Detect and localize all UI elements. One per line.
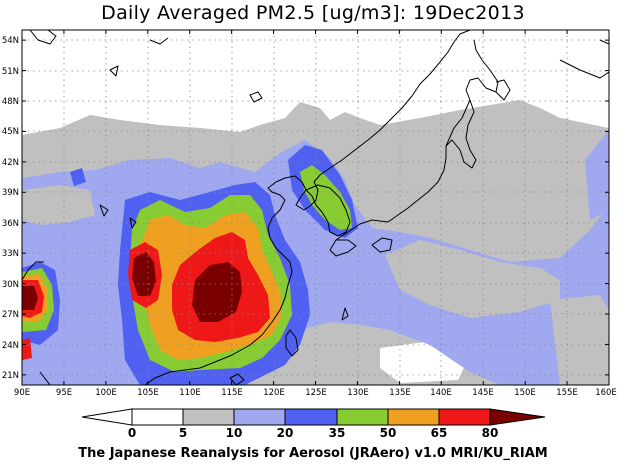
lon-tick-label: 110E [179,388,201,398]
colorbar-swatch [182,408,235,426]
lon-tick-label: 155E [556,388,578,398]
colorbar-label: 80 [482,426,499,440]
colorbar-label: 35 [329,426,346,440]
lat-tick-label: 42N [2,158,19,168]
lon-tick-label: 160E [595,388,617,398]
lat-tick-label: 48N [2,97,19,107]
lat-tick-label: 27N [2,310,19,320]
lat-tick-label: 45N [2,127,19,137]
band-80-plus [132,252,156,296]
colorbar-arrow-high [489,408,546,426]
lon-tick-label: 135E [389,388,411,398]
colorbar-label: 5 [179,426,187,440]
concentration-field [22,30,609,385]
lat-tick-label: 54N [2,36,19,46]
lon-axis: 90E 95E 100E 105E 110E 115E 120E 125E 13… [14,388,617,398]
lon-tick-label: 90E [14,388,30,398]
colorbar: 0 5 10 20 35 50 65 80 [81,408,546,440]
colorbar-swatch [387,408,440,426]
colorbar-swatch [438,408,491,426]
lat-axis: 21N 24N 27N 30N 33N 36N 39N 42N 45N 48N … [2,36,19,381]
lat-tick-label: 21N [2,371,19,381]
lon-tick-label: 120E [263,388,285,398]
lon-tick-label: 140E [430,388,452,398]
lon-tick-label: 130E [347,388,369,398]
footer-credit: The Japanese Reanalysis for Aerosol (JRA… [78,446,548,461]
colorbar-label: 50 [380,426,397,440]
lon-tick-label: 100E [95,388,117,398]
colorbar-label: 20 [277,426,294,440]
lat-tick-label: 24N [2,341,19,351]
colorbar-label: 65 [431,426,448,440]
colorbar-swatch [336,408,389,426]
lon-tick-label: 95E [56,388,72,398]
lon-tick-label: 125E [305,388,327,398]
lon-tick-label: 115E [221,388,243,398]
lat-tick-label: 51N [2,67,19,77]
lon-tick-label: 105E [137,388,159,398]
colorbar-arrow-low [81,408,133,426]
coastlines [22,30,609,385]
lon-tick-label: 145E [472,388,494,398]
colorbar-label: 0 [128,426,136,440]
map-title: Daily Averaged PM2.5 [ug/m3]: 19Dec2013 [101,2,525,24]
colorbar-swatch [131,408,184,426]
colorbar-swatch [284,408,338,426]
colorbar-swatch [233,408,286,426]
colorbar-label: 10 [226,426,243,440]
lat-tick-label: 39N [2,188,19,198]
lat-tick-label: 30N [2,280,19,290]
lon-tick-label: 150E [514,388,536,398]
lat-tick-label: 33N [2,249,19,259]
lat-tick-label: 36N [2,219,19,229]
